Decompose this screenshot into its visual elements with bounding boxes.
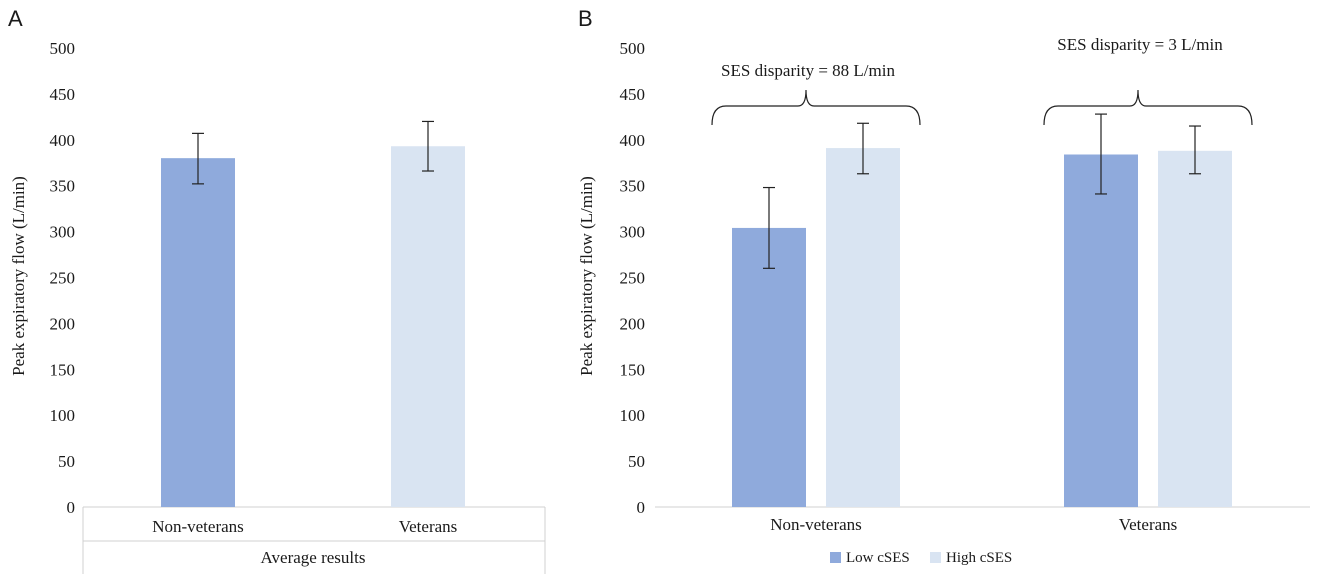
panel-a-ytick-label: 0 bbox=[67, 498, 76, 517]
panel-b-disparity-brace bbox=[711, 89, 921, 126]
panel-a-category-label: Non-veterans bbox=[152, 517, 244, 536]
panel-a-category-label: Veterans bbox=[399, 517, 458, 536]
panel-a: 0 50 100 150 200 250 300 350 400 450 500 Non-vetera… bbox=[50, 39, 465, 536]
panel-b-ytick-label: 250 bbox=[620, 269, 646, 288]
panel-b-disparity-annotation: SES disparity = 3 L/min bbox=[1057, 35, 1223, 54]
panel-a-ytick-label: 300 bbox=[50, 223, 76, 242]
panel-b: 0 50 100 150 200 250 300 350 400 450 500 Non-vetera… bbox=[620, 35, 1253, 566]
panel-b-letter: B bbox=[578, 6, 593, 31]
panel-a-xlabel: Average results bbox=[261, 548, 366, 567]
panel-b-ytick-label: 350 bbox=[620, 177, 646, 196]
panel-a-axes bbox=[82, 506, 546, 574]
panel-b-disparity-annotation: SES disparity = 88 L/min bbox=[721, 61, 895, 80]
panel-a-bar bbox=[161, 158, 235, 507]
panel-b-bar bbox=[826, 148, 900, 507]
panel-b-bar bbox=[1064, 154, 1138, 507]
legend-label: Low cSES bbox=[846, 550, 910, 566]
legend-swatch bbox=[830, 552, 841, 563]
panel-b-ytick-label: 450 bbox=[620, 85, 646, 104]
legend-swatch bbox=[930, 552, 941, 563]
panel-b-ytick-label: 150 bbox=[620, 360, 646, 379]
panel-b-ytick-label: 400 bbox=[620, 131, 646, 150]
panel-b-ytick-label: 300 bbox=[620, 223, 646, 242]
panel-a-ytick-label: 400 bbox=[50, 131, 76, 150]
panel-a-ytick-label: 150 bbox=[50, 360, 76, 379]
panel-b-disparity-brace bbox=[1043, 89, 1253, 126]
panel-b-bar bbox=[732, 227, 806, 508]
panel-a-ytick-label: 450 bbox=[50, 85, 76, 104]
panel-a-ytick-label: 100 bbox=[50, 406, 76, 425]
panel-b-ytick-label: 100 bbox=[620, 406, 646, 425]
panel-b-ytick-label: 0 bbox=[637, 498, 646, 517]
panel-a-bar bbox=[391, 146, 465, 507]
legend-label: High cSES bbox=[946, 550, 1012, 566]
panel-a-ylabel: Peak expiratory flow (L/min) bbox=[9, 176, 28, 376]
panel-a-ytick-label: 350 bbox=[50, 177, 76, 196]
panel-a-ytick-label: 250 bbox=[50, 269, 76, 288]
panel-a-ytick-label: 50 bbox=[58, 452, 75, 471]
panel-a-ytick-label: 500 bbox=[50, 39, 76, 58]
panel-b-ylabel: Peak expiratory flow (L/min) bbox=[577, 176, 596, 376]
panel-b-bar bbox=[1158, 150, 1232, 508]
panel-b-ytick-label: 50 bbox=[628, 452, 645, 471]
panel-b-category-label: Veterans bbox=[1119, 515, 1178, 534]
panel-b-ytick-label: 200 bbox=[620, 314, 646, 333]
panel-b-ytick-label: 500 bbox=[620, 39, 646, 58]
panel-a-letter: A bbox=[8, 6, 23, 31]
panel-b-category-label: Non-veterans bbox=[770, 515, 862, 534]
panel-a-ytick-label: 200 bbox=[50, 314, 76, 333]
